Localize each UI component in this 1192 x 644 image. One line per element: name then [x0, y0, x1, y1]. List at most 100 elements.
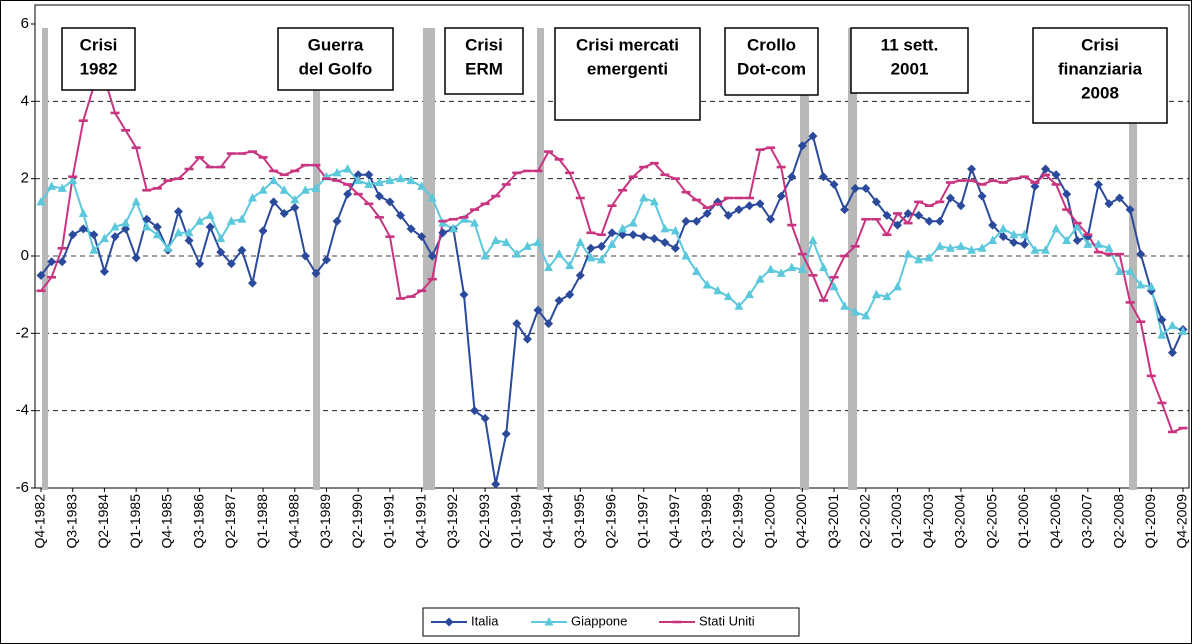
point-marker — [533, 237, 543, 246]
point-marker — [670, 225, 680, 235]
point-marker — [1178, 326, 1188, 335]
annotation-box — [444, 27, 524, 95]
annotation-text: Crollo — [747, 35, 796, 54]
point-marker — [385, 197, 395, 207]
point-marker — [1083, 239, 1093, 248]
point-marker — [78, 119, 88, 122]
annotation-text: 1982 — [80, 59, 118, 78]
x-tick-label: Q2-1993 — [476, 494, 492, 549]
x-tick-label: Q4-1985 — [159, 494, 175, 549]
point-marker — [1072, 221, 1082, 225]
point-marker — [988, 220, 998, 230]
x-tick-label: Q3-2004 — [952, 494, 968, 549]
point-marker — [787, 172, 797, 182]
point-marker — [364, 170, 374, 180]
point-marker — [364, 179, 374, 188]
point-marker — [702, 208, 712, 218]
point-marker — [374, 191, 384, 201]
legend-marker — [444, 617, 454, 627]
point-marker — [1041, 245, 1051, 254]
point-marker — [977, 191, 987, 201]
x-tick-label: Q4-1991 — [412, 494, 428, 549]
point-marker — [99, 266, 109, 276]
y-tick-label: -6 — [16, 479, 29, 496]
point-marker — [1019, 175, 1029, 179]
point-marker — [893, 281, 902, 291]
point-marker — [586, 252, 596, 262]
point-marker — [660, 173, 670, 177]
point-marker — [1041, 164, 1051, 174]
point-marker — [470, 218, 480, 227]
point-marker — [628, 230, 638, 240]
point-marker — [1146, 281, 1156, 291]
point-marker — [78, 208, 88, 217]
point-marker — [290, 194, 300, 204]
x-tick-label: Q1-2000 — [761, 494, 777, 549]
point-marker — [322, 177, 331, 180]
point-marker — [882, 233, 892, 237]
legend-label: Italia — [471, 613, 499, 628]
point-marker — [491, 235, 501, 245]
point-marker — [343, 164, 353, 173]
point-marker — [1157, 401, 1167, 405]
point-marker — [512, 171, 522, 175]
point-marker — [755, 148, 765, 151]
point-marker — [787, 262, 797, 272]
point-marker — [1051, 170, 1061, 180]
crisis-bar — [848, 28, 857, 490]
point-marker — [797, 141, 807, 151]
point-marker — [300, 163, 310, 167]
point-marker — [1009, 237, 1019, 247]
point-marker — [195, 156, 205, 159]
point-marker — [903, 221, 913, 225]
point-marker — [142, 222, 152, 231]
point-marker — [776, 268, 786, 277]
point-marker — [258, 185, 268, 194]
point-marker — [723, 210, 733, 220]
point-marker — [226, 259, 236, 269]
point-marker — [1115, 252, 1125, 256]
point-marker — [766, 146, 776, 150]
point-marker — [374, 216, 384, 219]
point-marker — [332, 179, 342, 182]
annotation-box — [1032, 27, 1168, 124]
point-marker — [491, 194, 501, 198]
point-marker — [152, 229, 162, 239]
point-marker — [1157, 315, 1167, 325]
point-marker — [332, 167, 342, 177]
point-marker — [258, 226, 268, 236]
point-marker — [533, 169, 543, 173]
x-tick-label: Q3-1995 — [571, 494, 587, 549]
y-tick-label: 6 — [21, 15, 29, 32]
point-marker — [565, 171, 575, 175]
point-marker — [152, 222, 162, 232]
point-marker — [501, 237, 511, 246]
point-marker — [427, 277, 437, 281]
x-tick-label: Q1-1985 — [127, 494, 143, 549]
point-marker — [575, 196, 585, 200]
point-marker — [818, 299, 828, 302]
point-marker — [163, 179, 173, 182]
point-marker — [596, 233, 606, 237]
point-marker — [68, 175, 78, 185]
point-marker — [808, 131, 818, 141]
point-marker — [967, 179, 977, 182]
point-marker — [903, 208, 913, 218]
point-marker — [977, 183, 987, 186]
x-tick-label: Q1-2009 — [1142, 494, 1158, 549]
point-marker — [840, 254, 850, 258]
x-tick-label: Q1-2006 — [1015, 494, 1031, 549]
point-marker — [142, 214, 152, 224]
crisis-bar — [423, 28, 435, 490]
crisis-bar — [42, 28, 48, 490]
point-marker — [438, 219, 448, 223]
point-marker — [237, 245, 247, 255]
point-marker — [618, 188, 628, 192]
point-marker — [670, 243, 680, 253]
x-tick-label: Q4-2000 — [793, 494, 809, 549]
annotation-box — [277, 27, 394, 91]
point-marker — [586, 243, 596, 253]
point-marker — [269, 169, 279, 173]
annotation-text: Crisi mercati — [576, 35, 679, 54]
point-marker — [893, 212, 902, 215]
